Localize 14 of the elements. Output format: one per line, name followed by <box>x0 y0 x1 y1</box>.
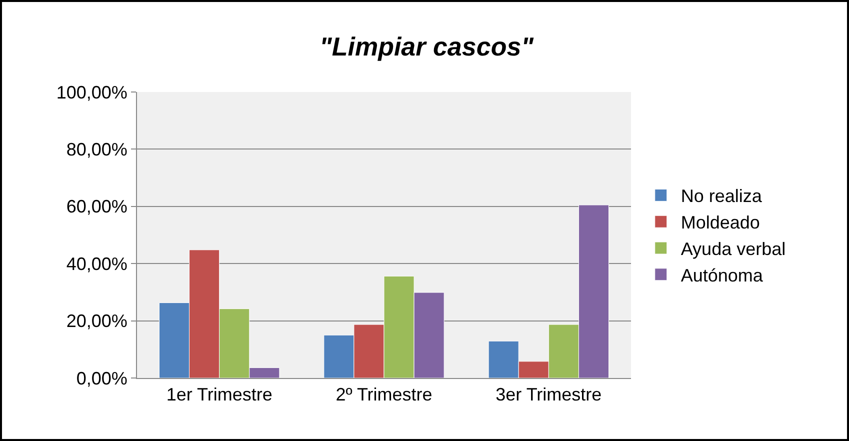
chart-title: "Limpiar cascos" <box>320 31 534 62</box>
y-tick-label: 0,00% <box>76 368 128 388</box>
x-tick-label: 2º Trimestre <box>336 384 432 405</box>
legend-label: Ayuda verbal <box>680 239 786 260</box>
y-tick-label: 60,00% <box>66 196 128 217</box>
y-tick-label: 100,00% <box>56 82 128 102</box>
y-tick-label: 80,00% <box>66 140 128 160</box>
legend-label: Autónoma <box>680 265 764 286</box>
y-tick-label: 40,00% <box>66 254 128 274</box>
x-tick-label: 3er Trimestre <box>496 384 602 405</box>
legend-label: Moldeado <box>680 212 760 233</box>
y-tick-label: 20,00% <box>66 311 128 332</box>
x-tick-label: 1er Trimestre <box>166 384 272 405</box>
legend-label: No realiza <box>680 186 763 206</box>
